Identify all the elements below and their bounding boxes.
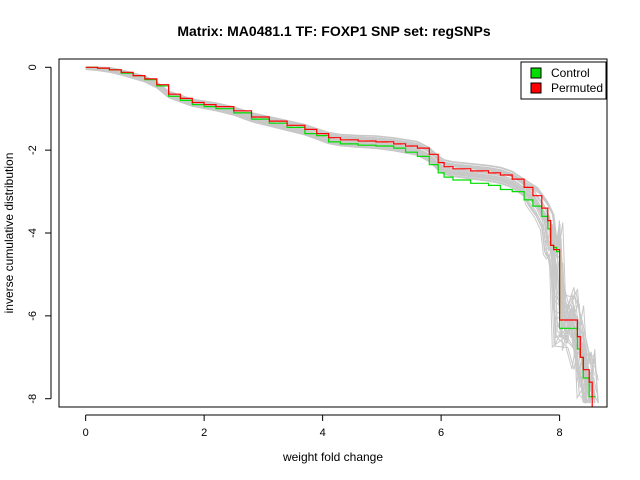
background-run-line: [85, 68, 589, 402]
y-tick-label: -8: [27, 394, 39, 404]
background-run-line: [85, 68, 586, 388]
background-run-line: [85, 66, 591, 383]
y-tick-label: 0: [27, 64, 39, 70]
series-layer: [85, 66, 596, 407]
background-run-line: [85, 66, 599, 403]
background-run-line: [85, 69, 599, 403]
background-run-line: [85, 66, 590, 403]
background-run-line: [85, 67, 594, 404]
background-runs: [85, 66, 599, 404]
background-run-line: [85, 66, 599, 403]
background-run-line: [85, 66, 599, 381]
chart-title: Matrix: MA0481.1 TF: FOXP1 SNP set: regS…: [177, 23, 490, 39]
background-run-line: [85, 67, 591, 403]
background-run-line: [85, 66, 595, 403]
y-axis: 0 -2 -4 -6 -8: [27, 64, 52, 404]
x-axis-label: weight fold change: [282, 450, 383, 464]
background-run-line: [85, 66, 599, 404]
background-run-line: [85, 68, 587, 404]
series-line-control: [85, 66, 596, 398]
legend-swatch: [530, 82, 542, 94]
background-run-line: [85, 67, 591, 404]
plot-frame: [58, 58, 608, 408]
x-tick-label: 2: [201, 427, 207, 439]
x-tick-label: 8: [557, 427, 563, 439]
x-tick-label: 4: [320, 427, 326, 439]
background-run-line: [85, 66, 598, 380]
series-line-permuted: [85, 66, 593, 407]
background-run-line: [85, 68, 594, 404]
background-run-line: [85, 66, 589, 403]
background-run-line: [85, 67, 588, 403]
background-run-line: [85, 67, 597, 400]
background-run-line: [85, 68, 596, 403]
background-run-line: [85, 68, 596, 404]
background-run-line: [85, 67, 587, 404]
legend-label: Control: [551, 66, 590, 80]
legend-swatch: [530, 67, 542, 79]
x-tick-label: 6: [438, 427, 444, 439]
background-run-line: [85, 66, 589, 403]
background-run-line: [85, 67, 594, 403]
background-run-line: [85, 66, 595, 376]
y-tick-label: -6: [27, 311, 39, 321]
background-run-line: [85, 66, 587, 403]
x-axis: 0 2 4 6 8: [83, 414, 563, 439]
y-tick-label: -2: [27, 145, 39, 155]
x-tick-label: 0: [83, 427, 89, 439]
y-tick-label: -4: [27, 228, 39, 238]
background-run-line: [85, 66, 598, 393]
legend-label: Permuted: [551, 81, 603, 95]
y-axis-label: inverse cumulative distribution: [2, 153, 16, 314]
background-run-line: [85, 66, 588, 381]
background-run-line: [85, 68, 587, 403]
background-run-line: [85, 66, 596, 404]
